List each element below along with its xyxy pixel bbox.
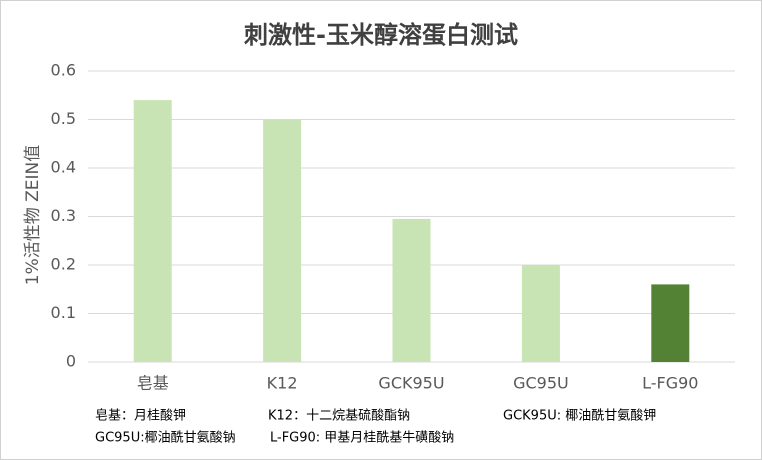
footnote: 皂基：月桂酸钾 <box>95 409 186 424</box>
bar <box>263 119 302 362</box>
x-tick-label: K12 <box>267 374 298 393</box>
bar <box>392 218 431 362</box>
bar <box>651 284 690 362</box>
footnote: GC95U:椰油酰甘氨酸钠 <box>95 431 236 446</box>
footnote: L-FG90: 甲基月桂酰基牛磺酸钠 <box>270 431 454 446</box>
footnote: K12：十二烷基硫酸酯钠 <box>268 409 410 424</box>
x-tick-label: L-FG90 <box>642 374 698 393</box>
x-tick-label: GCK95U <box>378 374 444 393</box>
bar <box>521 265 560 362</box>
footnote: GCK95U: 椰油酰甘氨酸钾 <box>503 409 656 424</box>
y-tick-label: 0.2 <box>51 255 76 274</box>
chart-title: 刺激性-玉米醇溶蛋白测试 <box>244 21 518 49</box>
y-tick-label: 0.3 <box>51 206 76 225</box>
x-tick-label: GC95U <box>513 374 569 393</box>
y-tick-label: 0.4 <box>51 158 76 177</box>
x-tick-label: 皂基 <box>137 374 169 393</box>
y-tick-label: 0 <box>66 352 76 371</box>
y-tick-label: 0.6 <box>51 61 76 80</box>
y-axis-label: 1%活性物 ZEIN值 <box>23 145 43 286</box>
y-tick-label: 0.1 <box>51 303 76 322</box>
bar <box>133 100 172 362</box>
y-tick-label: 0.5 <box>51 109 76 128</box>
